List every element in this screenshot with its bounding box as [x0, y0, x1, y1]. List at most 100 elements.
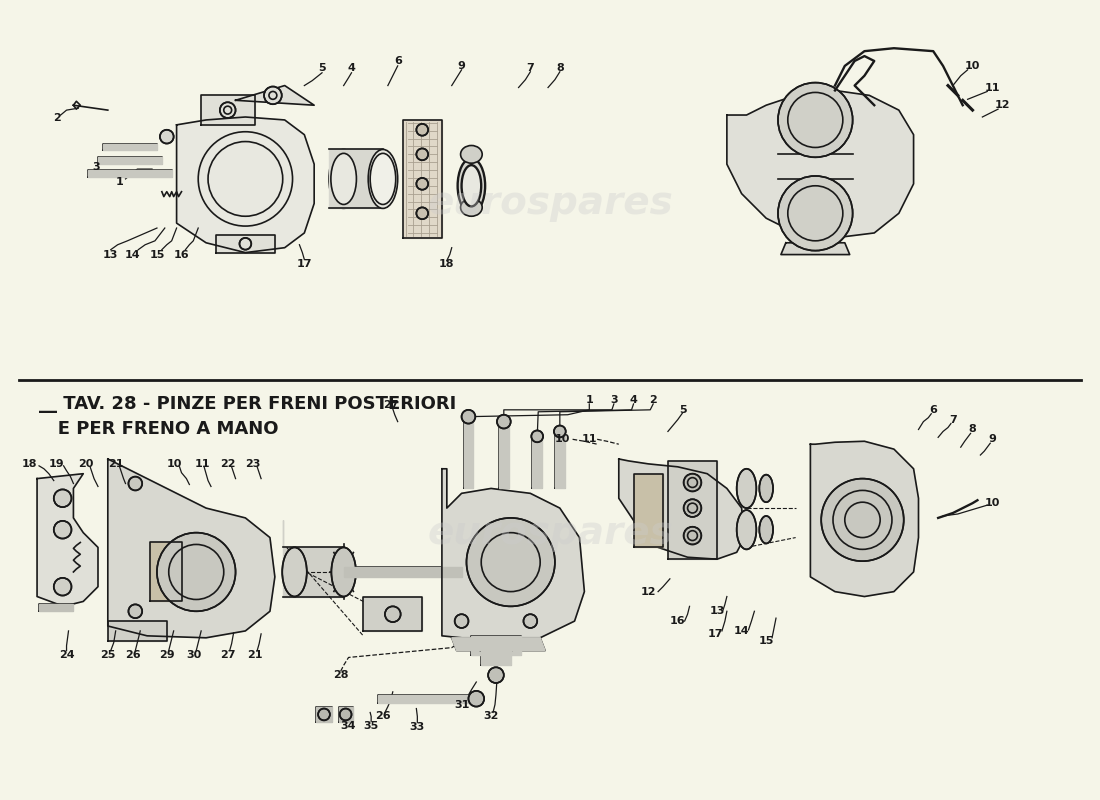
Circle shape	[318, 709, 330, 720]
Circle shape	[340, 709, 352, 720]
Ellipse shape	[737, 469, 757, 508]
Text: 10: 10	[984, 498, 1000, 508]
Polygon shape	[88, 170, 172, 177]
Circle shape	[822, 478, 904, 561]
Text: 29: 29	[160, 650, 175, 661]
Polygon shape	[532, 439, 542, 489]
Ellipse shape	[737, 510, 757, 550]
Text: 6: 6	[930, 405, 937, 415]
Polygon shape	[554, 434, 564, 489]
Polygon shape	[378, 694, 476, 702]
Circle shape	[506, 641, 516, 650]
Circle shape	[385, 606, 400, 622]
Text: 14: 14	[124, 250, 140, 259]
Ellipse shape	[331, 154, 356, 205]
Polygon shape	[329, 150, 383, 208]
Circle shape	[417, 149, 428, 160]
Text: 14: 14	[734, 626, 749, 636]
Polygon shape	[216, 235, 275, 253]
Ellipse shape	[329, 150, 359, 208]
Text: 8: 8	[969, 425, 977, 434]
Text: 26: 26	[375, 711, 390, 722]
Circle shape	[554, 426, 565, 438]
Text: 18: 18	[22, 459, 37, 469]
Circle shape	[54, 490, 72, 507]
Ellipse shape	[461, 146, 482, 163]
Circle shape	[129, 604, 142, 618]
Text: 21: 21	[248, 650, 263, 661]
Polygon shape	[634, 474, 663, 547]
Text: 1: 1	[585, 395, 593, 405]
Text: 13: 13	[710, 606, 725, 616]
Text: 16: 16	[174, 250, 189, 259]
Ellipse shape	[371, 154, 396, 205]
Text: 3: 3	[610, 395, 618, 405]
Text: __ TAV. 28 - PINZE PER FRENI POSTERIORI: __ TAV. 28 - PINZE PER FRENI POSTERIORI	[39, 395, 456, 413]
Polygon shape	[201, 95, 255, 125]
Text: 24: 24	[58, 650, 75, 661]
Text: 1: 1	[116, 177, 123, 187]
Ellipse shape	[461, 198, 482, 216]
Circle shape	[683, 474, 702, 491]
Polygon shape	[363, 597, 422, 631]
Text: 18: 18	[439, 259, 454, 270]
Text: 16: 16	[670, 616, 685, 626]
Circle shape	[778, 82, 852, 158]
Text: 5: 5	[318, 63, 326, 73]
Polygon shape	[103, 143, 157, 150]
Circle shape	[778, 176, 852, 250]
Ellipse shape	[462, 165, 481, 206]
Text: 35: 35	[363, 722, 378, 731]
Polygon shape	[37, 474, 98, 606]
Circle shape	[417, 178, 428, 190]
Ellipse shape	[458, 158, 485, 214]
Circle shape	[524, 614, 537, 628]
Text: 3: 3	[92, 162, 100, 172]
Polygon shape	[98, 158, 162, 164]
Polygon shape	[177, 117, 315, 253]
Ellipse shape	[331, 547, 356, 597]
Circle shape	[454, 614, 469, 628]
Text: 26: 26	[125, 650, 141, 661]
Circle shape	[531, 430, 543, 442]
Polygon shape	[811, 442, 918, 597]
Text: 12: 12	[994, 100, 1010, 110]
Polygon shape	[499, 425, 508, 489]
Text: 19: 19	[48, 459, 65, 469]
Polygon shape	[339, 706, 353, 722]
Circle shape	[54, 521, 72, 538]
Text: 7: 7	[527, 63, 535, 73]
Text: 9: 9	[988, 434, 997, 444]
Polygon shape	[778, 154, 852, 179]
Text: 7: 7	[949, 414, 957, 425]
Text: 12: 12	[640, 586, 656, 597]
Text: eurospares: eurospares	[427, 514, 673, 552]
Polygon shape	[283, 520, 343, 597]
Ellipse shape	[368, 150, 398, 208]
Polygon shape	[463, 420, 473, 489]
Text: 4: 4	[629, 395, 638, 405]
Ellipse shape	[759, 516, 773, 543]
Text: 17: 17	[707, 629, 723, 639]
Text: 9: 9	[458, 61, 465, 71]
Text: 13: 13	[103, 250, 119, 259]
Circle shape	[157, 533, 235, 611]
Text: 30: 30	[187, 650, 202, 661]
Text: 2: 2	[649, 395, 657, 405]
Polygon shape	[343, 567, 462, 577]
Text: 11: 11	[582, 434, 597, 444]
Text: E PER FRENO A MANO: E PER FRENO A MANO	[39, 420, 278, 438]
Text: 22: 22	[220, 459, 235, 469]
Circle shape	[462, 410, 475, 423]
Text: 6: 6	[394, 56, 402, 66]
Polygon shape	[442, 469, 584, 641]
Circle shape	[129, 477, 142, 490]
Text: 20: 20	[78, 459, 94, 469]
Circle shape	[160, 130, 174, 143]
Polygon shape	[108, 621, 167, 641]
Text: 27: 27	[383, 400, 398, 410]
Circle shape	[476, 641, 486, 650]
Circle shape	[683, 526, 702, 545]
Ellipse shape	[759, 474, 773, 502]
Polygon shape	[668, 461, 717, 559]
